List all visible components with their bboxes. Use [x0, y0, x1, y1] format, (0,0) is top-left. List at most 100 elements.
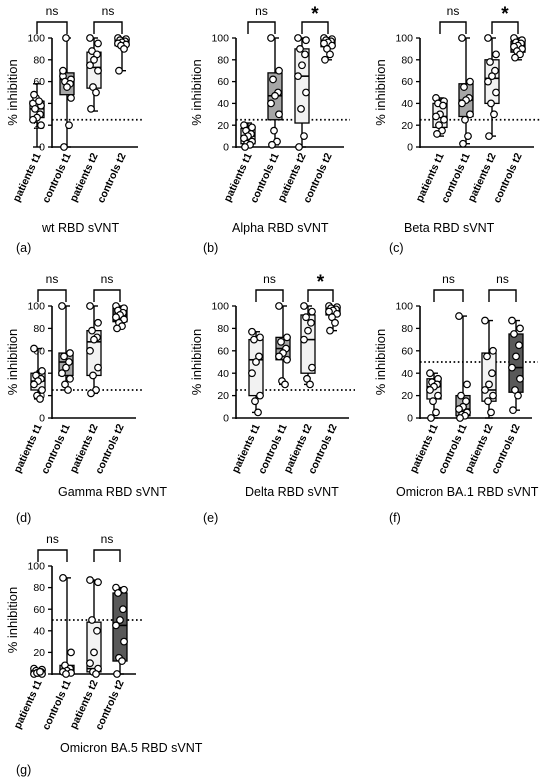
box-3: [86, 576, 102, 678]
y-tick-label: 40: [217, 368, 229, 380]
panel-label: (c): [389, 241, 404, 255]
data-point: [283, 355, 291, 364]
data-point: [94, 363, 102, 372]
data-point: [115, 66, 123, 75]
data-point: [86, 302, 94, 310]
significance-label: ns: [101, 272, 114, 286]
data-point: [60, 143, 68, 151]
data-point: [94, 578, 102, 587]
significance-bracket: [93, 549, 121, 562]
data-point: [302, 36, 310, 45]
y-tick-label: 0: [39, 413, 45, 425]
box-4: [112, 302, 128, 333]
data-point: [487, 99, 495, 108]
data-point: [515, 341, 523, 350]
data-point: [275, 352, 283, 361]
data-point: [439, 101, 447, 110]
data-point: [113, 324, 121, 333]
data-point: [248, 327, 256, 336]
data-point: [486, 58, 494, 66]
x-tick-label: patients t2: [68, 151, 101, 204]
panel-caption: Gamma RBD sVNT: [58, 485, 167, 499]
significance-bracket: [36, 21, 68, 34]
data-point: [254, 408, 262, 417]
data-point: [271, 91, 279, 100]
data-point: [481, 386, 489, 394]
significance-label: *: [311, 4, 319, 25]
box-1: [30, 344, 46, 403]
data-point: [306, 380, 314, 389]
data-point: [432, 408, 440, 417]
y-tick-label: 100: [27, 301, 45, 313]
data-point: [484, 34, 492, 42]
data-point: [484, 77, 492, 86]
data-point: [277, 337, 285, 346]
data-point: [483, 352, 491, 361]
panel-caption: Alpha RBD sVNT: [232, 221, 329, 235]
data-point: [308, 307, 316, 316]
box-3: [86, 302, 102, 398]
data-point: [455, 312, 463, 320]
panel-label: (e): [203, 511, 218, 525]
data-point: [275, 302, 283, 310]
data-point: [92, 88, 100, 97]
significance-bracket: [93, 21, 123, 34]
data-point: [30, 380, 38, 389]
y-tick-label: 80: [33, 323, 45, 335]
data-point: [241, 143, 249, 151]
data-point: [464, 132, 472, 141]
data-point: [29, 115, 37, 124]
data-point: [434, 391, 442, 400]
data-point: [460, 83, 468, 91]
y-axis-title: % inhibition: [5, 59, 20, 126]
data-point: [113, 670, 121, 678]
data-point: [298, 61, 306, 70]
data-point: [94, 318, 102, 327]
data-point: [62, 363, 70, 372]
y-tick-label: 20: [33, 647, 45, 659]
data-point: [485, 380, 493, 389]
data-point: [120, 585, 128, 594]
data-point: [65, 121, 73, 130]
data-point: [488, 72, 496, 81]
data-point: [267, 34, 275, 42]
x-tick-label: patients t1: [11, 151, 44, 204]
significance-label: ns: [447, 4, 460, 18]
data-point: [60, 352, 68, 361]
y-tick-label: 60: [33, 604, 45, 616]
data-point: [88, 326, 96, 335]
y-tick-label: 40: [401, 368, 413, 380]
data-point: [30, 344, 38, 353]
data-point: [66, 374, 74, 383]
data-point: [321, 55, 329, 64]
significance-label: ns: [263, 272, 276, 286]
y-axis-title: % inhibition: [5, 329, 20, 396]
significance-label: ns: [46, 532, 59, 546]
y-tick-label: 40: [401, 98, 413, 110]
data-point: [250, 335, 258, 344]
y-axis-title: % inhibition: [189, 329, 204, 396]
panel-caption: Delta RBD sVNT: [245, 485, 339, 499]
significance-bracket: [37, 289, 67, 302]
x-tick-label: patients t1: [408, 422, 441, 475]
data-point: [508, 316, 516, 325]
y-tick-label: 80: [217, 54, 229, 66]
significance-label: *: [501, 4, 509, 25]
data-point: [492, 50, 500, 59]
box-4: [112, 583, 128, 678]
significance-bracket: [307, 289, 334, 302]
y-tick-label: 80: [33, 54, 45, 66]
data-point: [94, 39, 102, 48]
y-tick-label: 60: [217, 345, 229, 357]
data-point: [461, 115, 469, 124]
data-point: [433, 130, 441, 138]
data-point: [294, 34, 302, 42]
box-4: [320, 34, 336, 64]
data-point: [251, 397, 259, 406]
box-3: [484, 34, 500, 141]
data-point: [463, 380, 471, 389]
data-point: [267, 99, 275, 108]
data-point: [302, 88, 310, 97]
data-point: [248, 369, 256, 378]
